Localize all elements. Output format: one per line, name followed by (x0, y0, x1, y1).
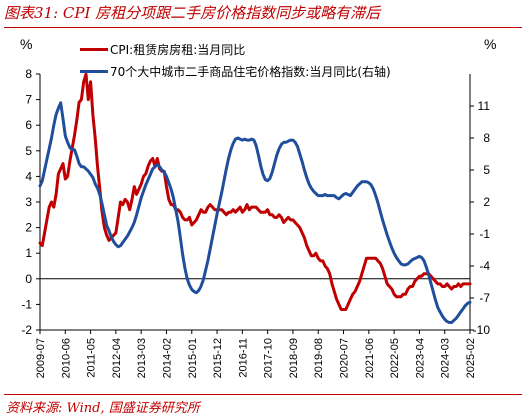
right-tick-label: -1 (479, 227, 490, 241)
left-tick-label: 6 (25, 118, 32, 132)
left-tick-label: 1 (25, 246, 32, 260)
x-tick-label: 2015-01 (187, 338, 199, 378)
x-tick-label: 2022-05 (389, 338, 401, 378)
x-tick-label: 2020-07 (339, 338, 351, 378)
right-tick-label: 8 (483, 131, 490, 145)
right-axis-unit: % (484, 36, 497, 52)
x-tick-label: 2021-06 (364, 338, 376, 378)
right-tick-label: 5 (483, 163, 490, 177)
left-tick-label: -2 (21, 323, 32, 337)
left-tick-label: 3 (25, 195, 32, 209)
x-tick-label: 2019-08 (313, 338, 325, 378)
legend-label-second-hand-price: 70个大中城市二手商品住宅价格指数:当月同比(右轴) (110, 64, 391, 79)
legend-item-cpi-rent: CPI:租赁房房租:当月同比 (80, 38, 391, 60)
left-axis-unit: % (20, 36, 33, 52)
x-tick-label: 2016-11 (237, 338, 249, 378)
title-divider (4, 27, 522, 28)
right-tick-label: 11 (478, 99, 491, 113)
series-line-cpi-rent (38, 72, 472, 311)
chart-legend: CPI:租赁房房租:当月同比 70个大中城市二手商品住宅价格指数:当月同比(右轴… (80, 38, 391, 82)
x-tick-label: 2018-09 (288, 338, 300, 378)
left-tick-label: 8 (25, 67, 32, 81)
x-tick-label: 2010-06 (60, 338, 72, 378)
x-tick-label: 2014-02 (161, 338, 173, 378)
left-tick-label: 0 (25, 272, 32, 286)
figure-title: 图表31: CPI 房租分项跟二手房价格指数同步或略有滞后 (4, 4, 381, 22)
x-tick-label: 2013-03 (136, 338, 148, 378)
x-tick-label: 2009-07 (35, 338, 47, 378)
x-tick-label: 2024-03 (440, 338, 452, 378)
right-tick-label: -7 (479, 291, 490, 305)
left-tick-label: 5 (25, 144, 32, 158)
legend-item-second-hand-price: 70个大中城市二手商品住宅价格指数:当月同比(右轴) (80, 60, 391, 82)
legend-label-cpi-rent: CPI:租赁房房租:当月同比 (110, 42, 246, 57)
right-tick-label: -10 (473, 323, 491, 337)
x-tick-label: 2012-04 (111, 338, 123, 378)
left-tick-label: 4 (25, 169, 32, 183)
legend-swatch-second-hand-price (80, 69, 108, 73)
legend-swatch-cpi-rent (80, 47, 108, 51)
source-divider (4, 394, 522, 395)
left-tick-label: -1 (21, 297, 32, 311)
left-tick-label: 7 (25, 93, 32, 107)
figure-source: 资料来源: Wind, 国盛证券研究所 (6, 401, 200, 416)
x-tick-label: 2015-12 (212, 338, 224, 378)
x-tick-label: 2017-10 (263, 338, 275, 378)
right-tick-label: 2 (483, 195, 490, 209)
left-tick-label: 2 (25, 221, 32, 235)
x-tick-label: 2011-05 (86, 338, 98, 378)
series-line-second-hand-price (38, 101, 472, 324)
x-tick-label: 2023-04 (414, 338, 426, 378)
right-tick-label: -4 (479, 259, 490, 273)
x-tick-label: 2025-02 (465, 338, 477, 378)
